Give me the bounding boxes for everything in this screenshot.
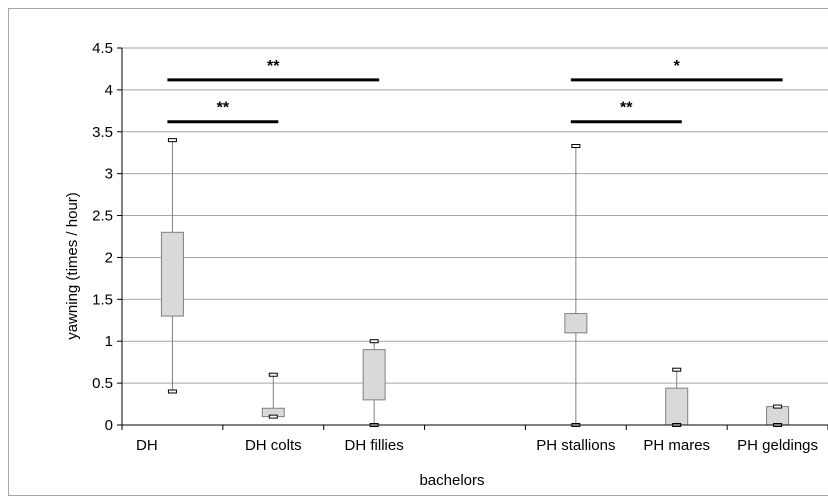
y-tick-label: 2.5 <box>92 208 113 225</box>
box <box>362 349 386 401</box>
y-tick-label: 0 <box>105 417 113 434</box>
x-tick-labels: DH DH colts DH fillies PH stallions PH mares… <box>136 437 818 454</box>
x-tick-label: DH colts <box>245 437 302 454</box>
significance-label: ** <box>620 100 633 117</box>
significance-label: ** <box>267 58 280 75</box>
max-marker <box>571 144 581 149</box>
max-marker <box>672 367 682 372</box>
y-tick-label: 3 <box>105 166 113 183</box>
axes <box>117 47 828 430</box>
y-tick-label: 0.5 <box>92 375 113 392</box>
x-tick-label: PH geldings <box>737 437 818 454</box>
y-tick-label: 3.5 <box>92 124 113 141</box>
x-axis-title: bachelors <box>419 472 484 489</box>
y-tick-label: 2 <box>105 249 113 266</box>
significance-annotations: ******* <box>167 58 783 124</box>
box <box>564 313 588 334</box>
max-marker <box>773 404 783 409</box>
x-tick-label: DH <box>136 437 158 454</box>
gridlines <box>122 47 828 384</box>
significance-label: * <box>674 58 681 75</box>
y-tick-label: 1.5 <box>92 291 113 308</box>
chart-frame <box>8 8 828 496</box>
x-tick-label: DH fillies <box>345 437 404 454</box>
min-marker <box>167 389 177 394</box>
x-tick-label: PH stallions <box>536 437 615 454</box>
x-tick-label: PH mares <box>643 437 710 454</box>
min-marker <box>268 414 278 419</box>
y-tick-label: 4.5 <box>92 40 113 57</box>
max-marker <box>167 138 177 143</box>
significance-label: ** <box>217 100 230 117</box>
max-marker <box>369 339 379 344</box>
y-axis-title: yawning (times / hour) <box>64 192 81 340</box>
box <box>665 387 689 426</box>
y-tick-labels: 0 0.5 1 1.5 2 2.5 3 3.5 4 4.5 <box>92 40 113 434</box>
y-tick-label: 4 <box>105 82 113 99</box>
y-tick-label: 1 <box>105 333 113 350</box>
box <box>766 406 790 426</box>
max-marker <box>268 372 278 377</box>
box <box>160 231 184 317</box>
